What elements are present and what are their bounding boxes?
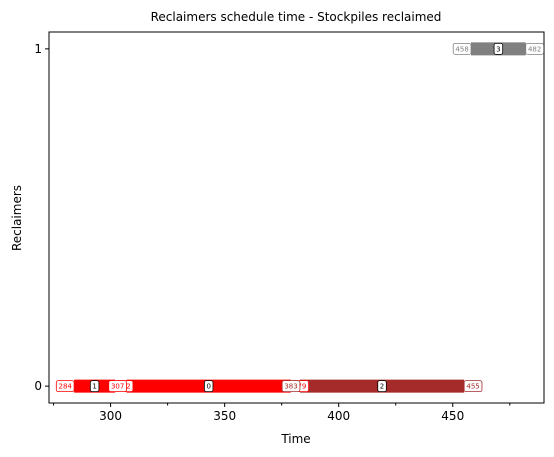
stockpile-label: 1: [92, 383, 96, 391]
stockpile-label: 3: [496, 45, 500, 53]
end-time-label: 482: [528, 45, 541, 53]
start-time-label: 284: [59, 383, 73, 391]
x-axis: 300 350 400 450: [53, 403, 511, 423]
x-tick-label: 400: [327, 409, 350, 423]
end-time-label: 455: [466, 383, 479, 391]
y-tick-label: 1: [34, 42, 42, 56]
x-tick-label: 300: [99, 409, 122, 423]
start-time-label: 307: [111, 383, 124, 391]
y-axis-title: Reclaimers: [10, 185, 24, 251]
y-tick-label: 0: [34, 379, 42, 393]
stockpile-label-box: [89, 380, 100, 393]
x-tick-label: 350: [213, 409, 236, 423]
x-tick-label: 450: [441, 409, 464, 423]
stockpile-label: 0: [206, 383, 210, 391]
start-time-label-box: [452, 42, 472, 55]
y-axis: 01: [34, 42, 49, 393]
chart-title: Reclaimers schedule time - Stockpiles re…: [151, 10, 442, 24]
stockpile-label: 2: [380, 383, 384, 391]
start-time-label-box: [55, 380, 75, 393]
start-time-label: 383: [284, 383, 297, 391]
task-labels: 2843021307379038345524584823: [55, 42, 544, 393]
start-time-label: 458: [455, 45, 468, 53]
end-time-label-box: [525, 42, 544, 55]
plot-area: [48, 31, 545, 404]
start-time-label-box: [108, 380, 127, 393]
end-time-label-box: [463, 380, 483, 393]
x-axis-title: Time: [280, 432, 310, 446]
start-time-label-box: [281, 380, 301, 393]
stockpile-label-box: [377, 380, 387, 393]
stockpile-label-box: [203, 380, 214, 393]
stockpile-label-box: [493, 42, 504, 55]
